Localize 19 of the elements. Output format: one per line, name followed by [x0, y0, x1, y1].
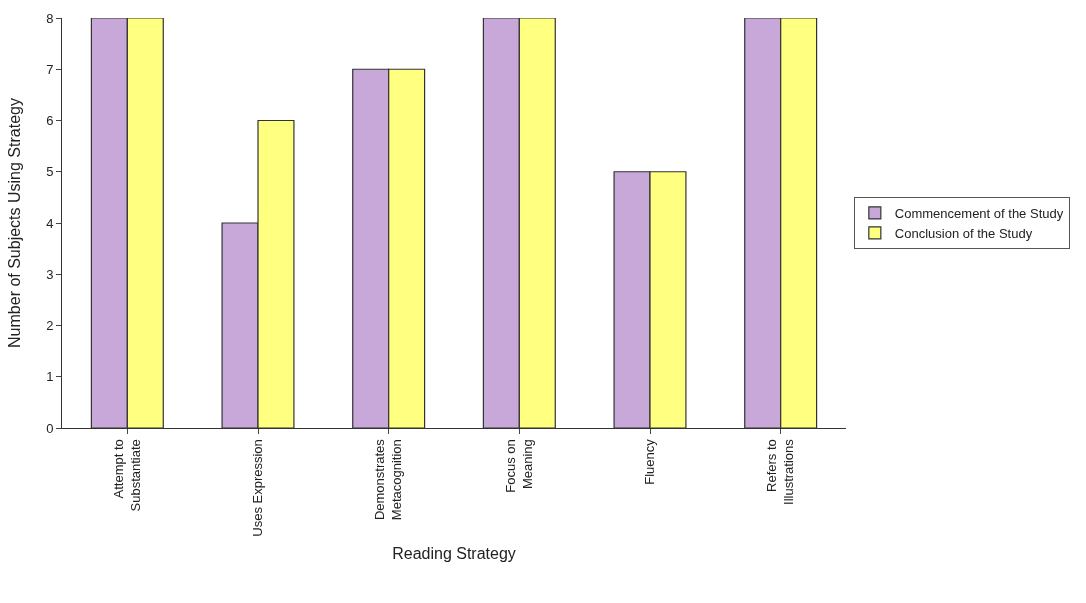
- legend-label: Conclusion of the Study: [894, 225, 1033, 241]
- y-tick-label: 3: [46, 266, 54, 282]
- y-tick-label: 8: [46, 10, 54, 26]
- y-tick-label: 6: [46, 113, 54, 129]
- x-tick-label: Demonstrates Metacognition: [372, 438, 405, 521]
- legend-label: Commencement of the Study: [894, 206, 1064, 222]
- x-tick-label: Attempt to Substantiate: [111, 439, 143, 512]
- y-tick-label: 7: [46, 61, 54, 77]
- y-tick-label: 2: [46, 318, 54, 334]
- x-tick-label: Refers to Illustrations: [764, 438, 797, 505]
- y-tick-label: 1: [46, 369, 54, 385]
- y-tick-label: 0: [46, 420, 54, 436]
- y-axis-title: Number of Subjects Using Strategy: [6, 98, 23, 348]
- y-tick-label: 5: [46, 164, 54, 180]
- x-tick-label: Focus on Meaning: [503, 439, 536, 493]
- x-tick-label: Uses Expression: [250, 439, 266, 537]
- y-tick-label: 4: [46, 215, 54, 231]
- x-axis-title: Reading Strategy: [392, 545, 516, 563]
- x-tick-label: Fluency: [642, 438, 658, 485]
